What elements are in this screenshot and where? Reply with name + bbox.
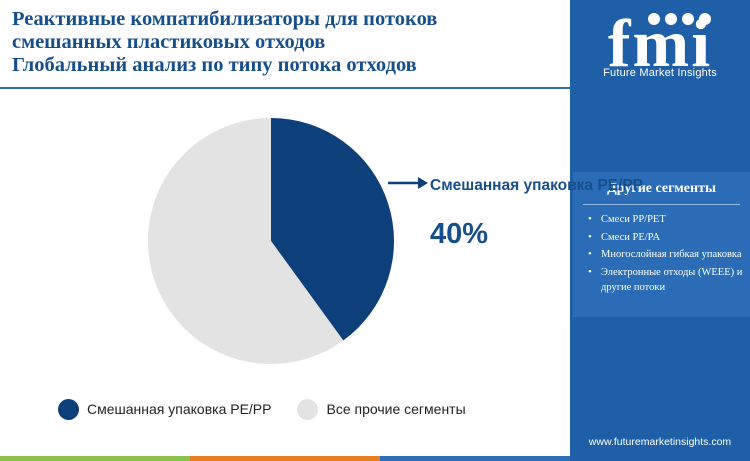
legend-item-other: Все прочие сегменты: [297, 398, 466, 420]
segment-item: Смеси PP/PET: [587, 212, 747, 228]
other-segments-divider: [583, 204, 740, 205]
other-segments-title: Другие сегменты: [607, 181, 716, 196]
bottom-accent-bar: [0, 456, 190, 461]
bottom-accent-bar: [380, 456, 570, 461]
website-link[interactable]: www.futuremarketinsights.com: [588, 436, 732, 448]
title-line-1: Реактивные компатибилизаторы для потоков: [12, 8, 438, 30]
logo-dot-2: [665, 13, 677, 25]
legend-swatch-other: [297, 398, 319, 420]
callout-arrow-head: [418, 177, 428, 189]
title-line-2: смешанных пластиковых отходов: [12, 31, 326, 53]
other-segments-list: Смеси PP/PET Смеси PE/PA Многослойная ги…: [587, 212, 747, 298]
segment-item: Смеси PE/PA: [587, 230, 747, 246]
title-divider: [0, 87, 570, 89]
pie-slice-other: [147, 118, 344, 364]
pie-slice-pe-pp: [271, 118, 394, 341]
brand-name: Future Market Insights: [603, 67, 717, 79]
chart-title: Реактивные компатибилизаторы для потоков…: [12, 8, 567, 77]
callout-label: Смешанная упаковка PE/PP: [430, 177, 644, 194]
logo-dot-1: [648, 13, 660, 25]
bottom-accent-bar: [190, 456, 380, 461]
legend-label-other: Все прочие сегменты: [326, 401, 466, 417]
logo-dot-3: [682, 13, 694, 25]
segment-item: Электронные отходы (WEEE) и другие поток…: [587, 265, 747, 296]
fmi-logo: fmi: [608, 10, 711, 81]
title-line-3: Глобальный анализ по типу потока отходов: [12, 54, 417, 76]
legend-label-pe-pp: Смешанная упаковка PE/PP: [87, 401, 272, 417]
pie-chart: [147, 118, 428, 364]
segment-item: Многослойная гибкая упаковка: [587, 247, 747, 263]
chart-legend: Смешанная упаковка PE/PP Все прочие сегм…: [58, 397, 492, 421]
other-segments-panel: Другие сегменты Смеси PP/PET Смеси PE/PA…: [573, 172, 750, 317]
logo-dot-4: [699, 13, 711, 25]
callout-value: 40%: [430, 218, 489, 250]
legend-item-pe-pp: Смешанная упаковка PE/PP: [58, 398, 272, 420]
legend-swatch-pe-pp: [58, 398, 79, 420]
